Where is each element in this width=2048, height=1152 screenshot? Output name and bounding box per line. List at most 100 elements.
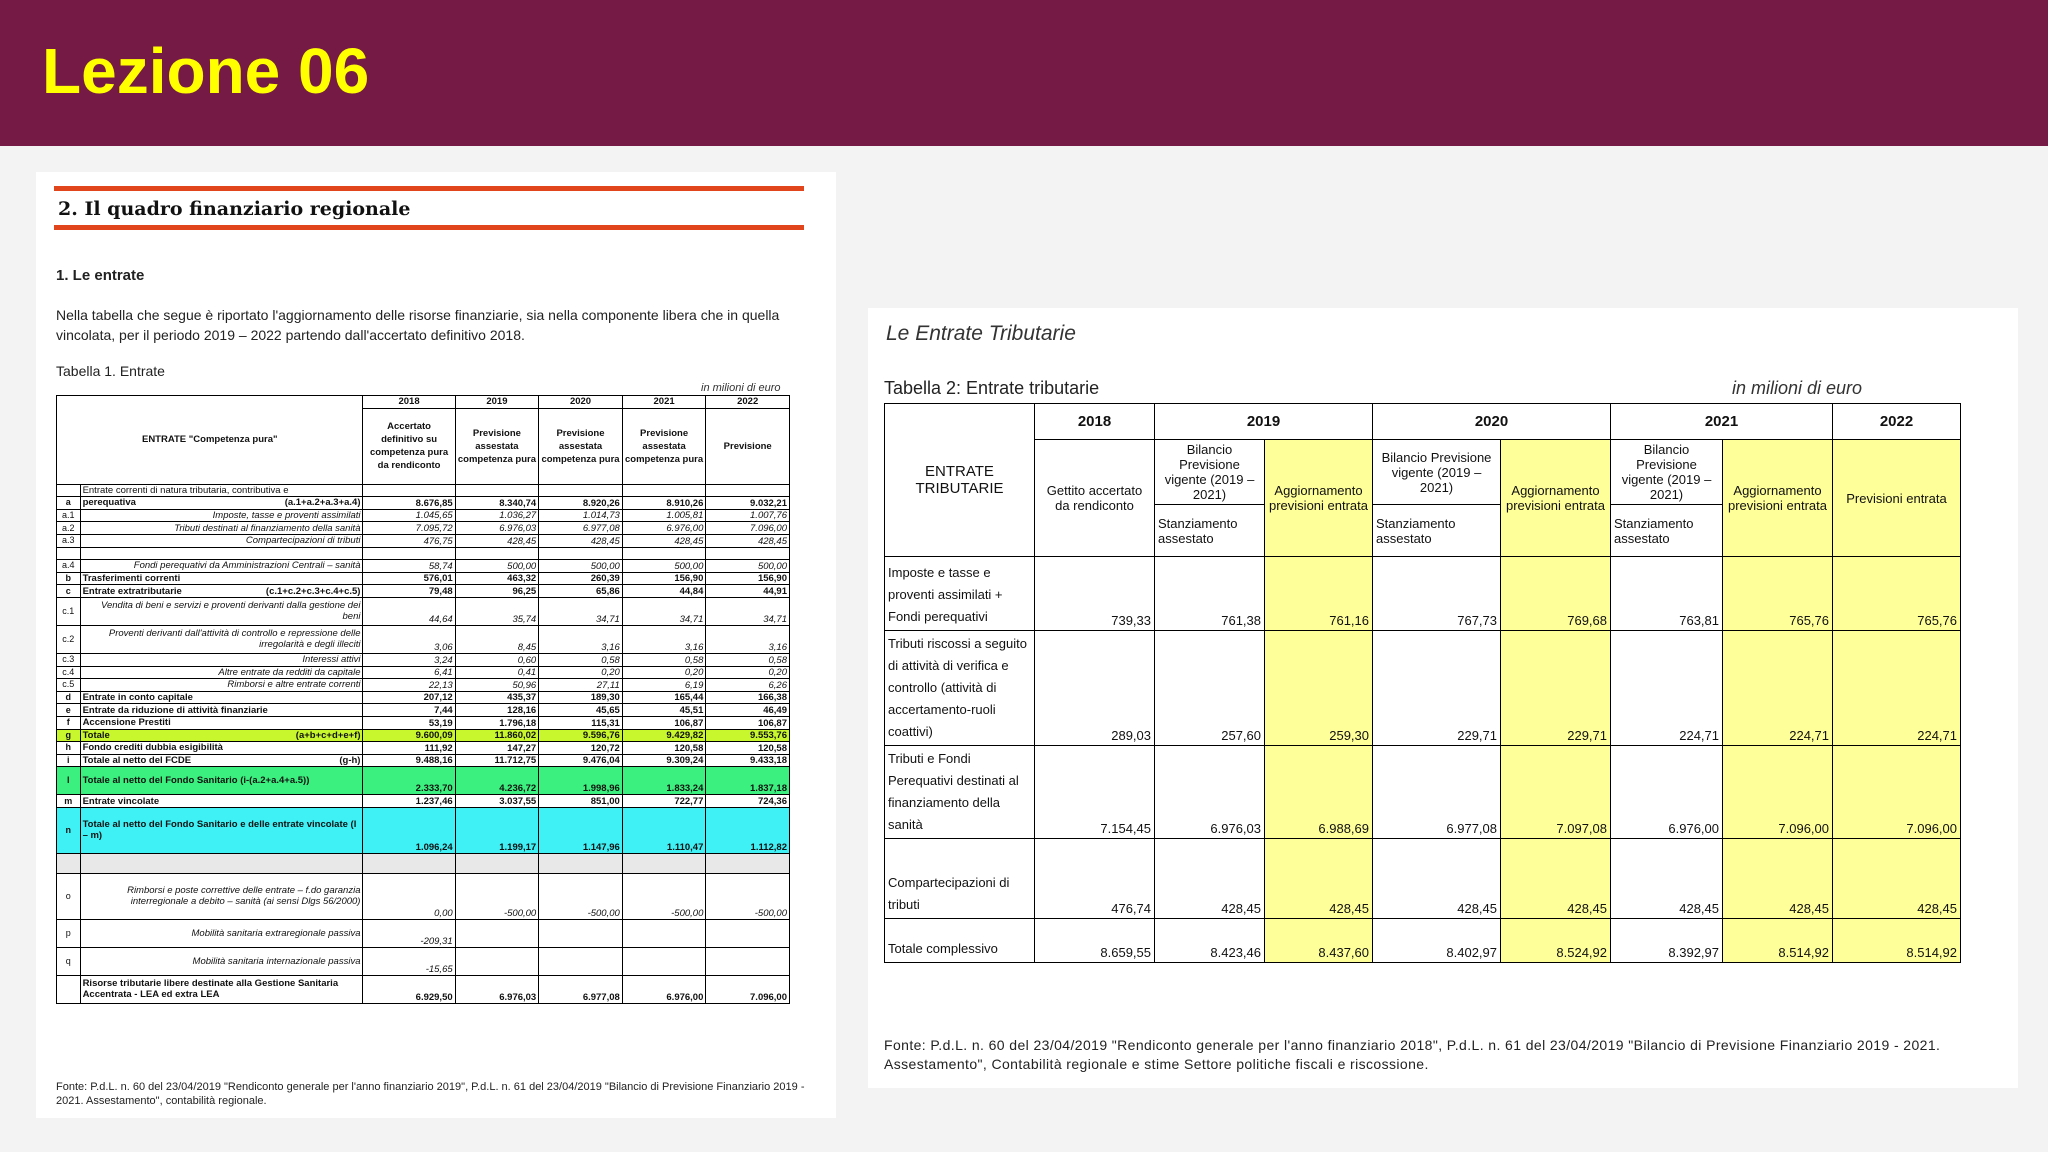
value-cell: 428,45 [705,533,790,548]
value-cell: 2.333,70 [362,766,456,796]
value-cell: 166,38 [705,690,790,705]
value-cell: 6.977,08 [1372,745,1501,839]
value-cell: 1.005,81 [621,508,707,523]
value-cell [705,918,790,948]
table-row [56,546,790,561]
value-cell: 6.976,00 [621,521,707,535]
table-row: c.2 Proventi derivanti dall'attività di c… [56,624,790,654]
value-cell: 106,87 [621,715,707,730]
value-cell: 761,16 [1264,556,1373,631]
value-cell: 767,73 [1372,556,1501,631]
row-label: Totale al netto del FCDE (g-h) [79,753,364,768]
value-cell: 156,90 [621,571,707,586]
value-cell: 165,44 [621,690,707,705]
row-code: l [56,766,81,796]
value-cell: 9.596,76 [538,728,623,743]
row-label-text: Mobilità sanitaria extraregionale passiv… [191,927,361,939]
value-cell: 8.910,26 [621,496,707,510]
row-label-text: Accensione Prestiti [82,717,171,729]
value-cell: 7.096,00 [705,974,790,1004]
table-row: a perequativa (a.1+a.2+a.3+a.4) 8.676,85 8.3… [56,496,790,510]
value-cell: 7.096,00 [705,521,790,535]
value-cell: 11.712,75 [454,753,540,768]
table2-header-row: Gettito accertato da rendiconto Bilancio… [885,439,1961,557]
value-cell: 44,91 [705,584,790,598]
table2-h-aggiornamento: Aggiornamento previsioni entrata [1722,439,1833,557]
value-cell [621,918,707,948]
table2-year: 2021 [1610,403,1833,440]
value-cell: 22,13 [362,678,456,692]
value-cell: 3,16 [621,624,707,654]
row-label-text: Interessi attivi [302,654,361,666]
table1-year-row: ENTRATE "Competenza pura" 2018 2019 2020… [55,395,790,485]
row-code: o [56,872,81,920]
value-cell: 115,31 [538,715,623,730]
table2-year: 2020 [1372,403,1611,440]
value-cell: 428,45 [1722,838,1833,919]
value-cell: 6.929,50 [362,974,456,1004]
row-code: i [56,753,81,768]
value-cell: 260,39 [538,571,623,586]
value-cell: 34,71 [538,596,623,626]
row-code: c.5 [56,678,81,692]
table-row: d Entrate in conto capitale 207,12 435,37 18… [56,690,790,705]
table-row: Compartecipazioni di tributi 476,74 428,45… [884,838,1961,919]
value-cell: -500,00 [538,872,623,920]
document-right: Le Entrate Tributarie Tabella 2: Entrate… [868,308,2018,1088]
row-label: Risorse tributarie libere destinate alla… [79,974,364,1004]
table-cell-empty [79,852,364,874]
value-cell: 0,58 [538,652,623,667]
row-label: Entrate correnti di natura tributaria, c… [79,483,364,498]
value-cell: 27,11 [538,678,623,692]
table-row: c.4 Altre entrate da redditi da capitale 6… [56,665,790,680]
value-cell: 3,16 [705,624,790,654]
table2-h-bilancio: Bilancio Previsione vigente (2019 – 2021… [1372,439,1501,505]
row-label-text: perequativa [82,497,136,509]
row-label-text: Tributi destinati al finanziamento della… [174,522,361,534]
table-row: m Entrate vincolate 1.237,46 3.037,55 851,00… [56,794,790,808]
value-cell: 289,03 [1034,630,1155,746]
row-label-text: Totale [82,729,110,741]
table-row: a.4 Fondi perequativi da Amministrazioni … [56,559,790,573]
table-row: i Totale al netto del FCDE (g-h) 9.488,16 11… [56,753,790,768]
value-cell: 120,58 [621,741,707,755]
row-label-text: Rimborsi e altre entrate correnti [227,679,361,691]
table1-colheader-row: Accertato definitivo su competenza pura … [57,407,790,485]
table-cell-empty [705,852,790,874]
table1-body: Entrate correnti di natura tributaria, c… [56,483,790,1004]
table1-year: 2019 [454,395,540,409]
value-cell: 257,60 [1154,630,1265,746]
table1-source: Fonte: P.d.L. n. 60 del 23/04/2019 "Rend… [56,1081,805,1107]
table2-source: Fonte: P.d.L. n. 60 del 23/04/2019 "Rend… [884,1037,1941,1072]
slide-title: Lezione 06 [42,35,370,107]
row-code: p [56,918,81,948]
table2-year: 2019 [1154,403,1373,440]
table-row: o Rimborsi e poste correttive delle entra… [56,872,790,920]
table-row: a.2 Tributi destinati al finanziamento de… [56,521,790,535]
row-label: Imposte e tasse e proventi assimilati + … [884,556,1035,631]
table-row: p Mobilità sanitaria extraregionale passi… [56,918,790,948]
value-cell: 0,58 [705,652,790,667]
value-cell: 500,00 [621,559,707,573]
table-row: Entrate correnti di natura tributaria, c… [56,483,790,498]
value-cell: 428,45 [1372,838,1501,919]
table1-unit: in milioni di euro [701,382,781,394]
value-cell: 8.392,97 [1610,918,1723,963]
table-row: g Totale (a+b+c+d+e+f) 9.600,09 11.860,02 9.5… [56,728,790,743]
value-cell: 79,48 [362,584,456,598]
value-cell [538,546,623,561]
section-heading-bar: 2. Il quadro finanziario regionale [54,186,804,230]
value-cell: 428,45 [621,533,707,548]
table1-year: 2021 [621,395,707,409]
row-label-text: Proventi derivanti dall'attività di cont… [108,628,361,651]
row-label-text: Altre entrate da redditi da capitale [218,666,361,678]
value-cell: 428,45 [1264,838,1373,919]
value-cell: -500,00 [621,872,707,920]
value-cell: 9.433,18 [705,753,790,768]
table2-h-stanziamento: Stanziamento assestato [1372,504,1501,557]
row-label: Mobilità sanitaria internazionale passiv… [79,946,364,976]
value-cell [621,546,707,561]
value-cell: 96,25 [454,584,540,598]
value-cell: 156,90 [705,571,790,586]
row-code [56,483,81,498]
